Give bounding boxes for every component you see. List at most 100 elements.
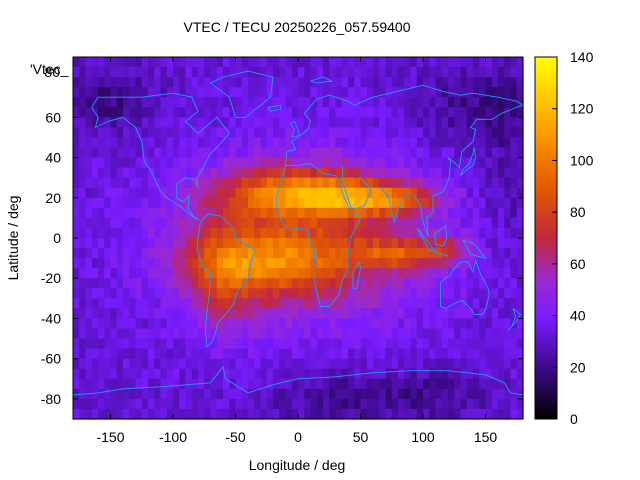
heatmap-cell: [398, 67, 405, 78]
heatmap-cell: [423, 177, 430, 189]
heatmap-cell: [141, 227, 149, 239]
heatmap-cell: [473, 308, 480, 320]
heatmap-cell: [404, 87, 412, 98]
heatmap-cell: [154, 217, 162, 229]
heatmap-cell: [185, 318, 193, 330]
heatmap-cell: [341, 318, 349, 330]
heatmap-cell: [98, 127, 105, 139]
heatmap-cell: [79, 207, 87, 219]
heatmap-cell: [129, 378, 137, 390]
heatmap-cell: [273, 107, 280, 118]
heatmap-cell: [373, 147, 380, 159]
heatmap-cell: [110, 398, 118, 410]
heatmap-cell: [298, 308, 305, 320]
heatmap-cell: [498, 77, 505, 88]
coast-asia-south: [341, 104, 524, 237]
heatmap-cell: [348, 177, 355, 189]
heatmap-cell: [466, 278, 474, 289]
heatmap-cell: [160, 318, 168, 330]
heatmap-cell: [141, 137, 149, 149]
heatmap-cell: [385, 87, 393, 98]
x-tick-label: 100: [411, 429, 435, 445]
heatmap-cell: [298, 87, 305, 98]
heatmap-cell: [85, 217, 93, 229]
heatmap-cell: [416, 67, 424, 78]
heatmap-cell: [248, 278, 255, 289]
heatmap-cell: [435, 398, 443, 410]
heatmap-cell: [510, 167, 518, 179]
heatmap-cell: [491, 177, 499, 189]
heatmap-cell: [148, 358, 155, 370]
heatmap-cell: [473, 358, 480, 370]
heatmap-cell: [498, 197, 505, 209]
heatmap-cell: [466, 177, 474, 189]
heatmap-cell: [254, 127, 262, 139]
heatmap-cell: [110, 217, 118, 229]
heatmap-cell: [341, 378, 349, 390]
heatmap-cell: [285, 197, 293, 209]
heatmap-cell: [223, 378, 230, 390]
heatmap-cell: [360, 117, 368, 128]
heatmap-cell: [504, 348, 512, 360]
heatmap-cell: [460, 348, 468, 360]
heatmap-cell: [485, 378, 493, 390]
heatmap-cell: [141, 147, 149, 159]
heatmap-cell: [198, 207, 205, 219]
heatmap-cell: [91, 268, 99, 279]
heatmap-cell: [348, 107, 355, 118]
heatmap-cell: [473, 87, 480, 98]
heatmap-cell: [316, 348, 324, 360]
heatmap-cell: [154, 368, 162, 380]
heatmap-cell: [129, 97, 137, 108]
heatmap-cell: [266, 368, 274, 380]
heatmap-cell: [504, 258, 512, 269]
heatmap-cell: [104, 117, 112, 128]
heatmap-cell: [110, 278, 118, 289]
heatmap-cell: [104, 368, 112, 380]
heatmap-cell: [435, 117, 443, 128]
heatmap-cell: [454, 167, 462, 179]
heatmap-cell: [510, 217, 518, 229]
heatmap-cell: [135, 137, 143, 149]
heatmap-cell: [516, 177, 524, 189]
heatmap-cell: [216, 268, 224, 279]
heatmap-cell: [254, 97, 262, 108]
heatmap-cell: [460, 388, 468, 400]
heatmap-cell: [116, 207, 124, 219]
heatmap-cell: [116, 268, 124, 279]
heatmap-cell: [216, 398, 224, 410]
heatmap-cell: [173, 338, 180, 350]
heatmap-cell: [373, 368, 380, 380]
heatmap-cell: [154, 378, 162, 390]
heatmap-cell: [235, 107, 243, 118]
heatmap-cell: [504, 77, 512, 88]
heatmap-cell: [179, 77, 187, 88]
heatmap-cell: [448, 137, 455, 149]
heatmap-cell: [385, 278, 393, 289]
colorbar-tick-label: 120: [570, 101, 594, 117]
heatmap-cell: [391, 147, 399, 159]
heatmap-cell: [291, 167, 299, 179]
heatmap-cell: [129, 167, 137, 179]
heatmap-cell: [373, 117, 380, 128]
heatmap-cell: [185, 258, 193, 269]
heatmap-cell: [516, 298, 524, 309]
heatmap-cell: [498, 177, 505, 189]
heatmap-cell: [323, 77, 330, 88]
heatmap-cell: [454, 248, 462, 259]
heatmap-cell: [85, 278, 93, 289]
heatmap-cell: [298, 238, 305, 249]
heatmap-cell: [160, 227, 168, 239]
heatmap-cell: [504, 288, 512, 299]
heatmap-cell: [416, 318, 424, 330]
heatmap-cell: [79, 87, 87, 98]
heatmap-cell: [154, 167, 162, 179]
heatmap-cell: [423, 288, 430, 299]
heatmap-cell: [135, 167, 143, 179]
heatmap-cell: [354, 358, 362, 370]
heatmap-cell: [179, 298, 187, 309]
heatmap-cell: [429, 177, 437, 189]
heatmap-cell: [254, 248, 262, 259]
heatmap-cell: [398, 77, 405, 88]
heatmap-cell: [135, 408, 143, 420]
